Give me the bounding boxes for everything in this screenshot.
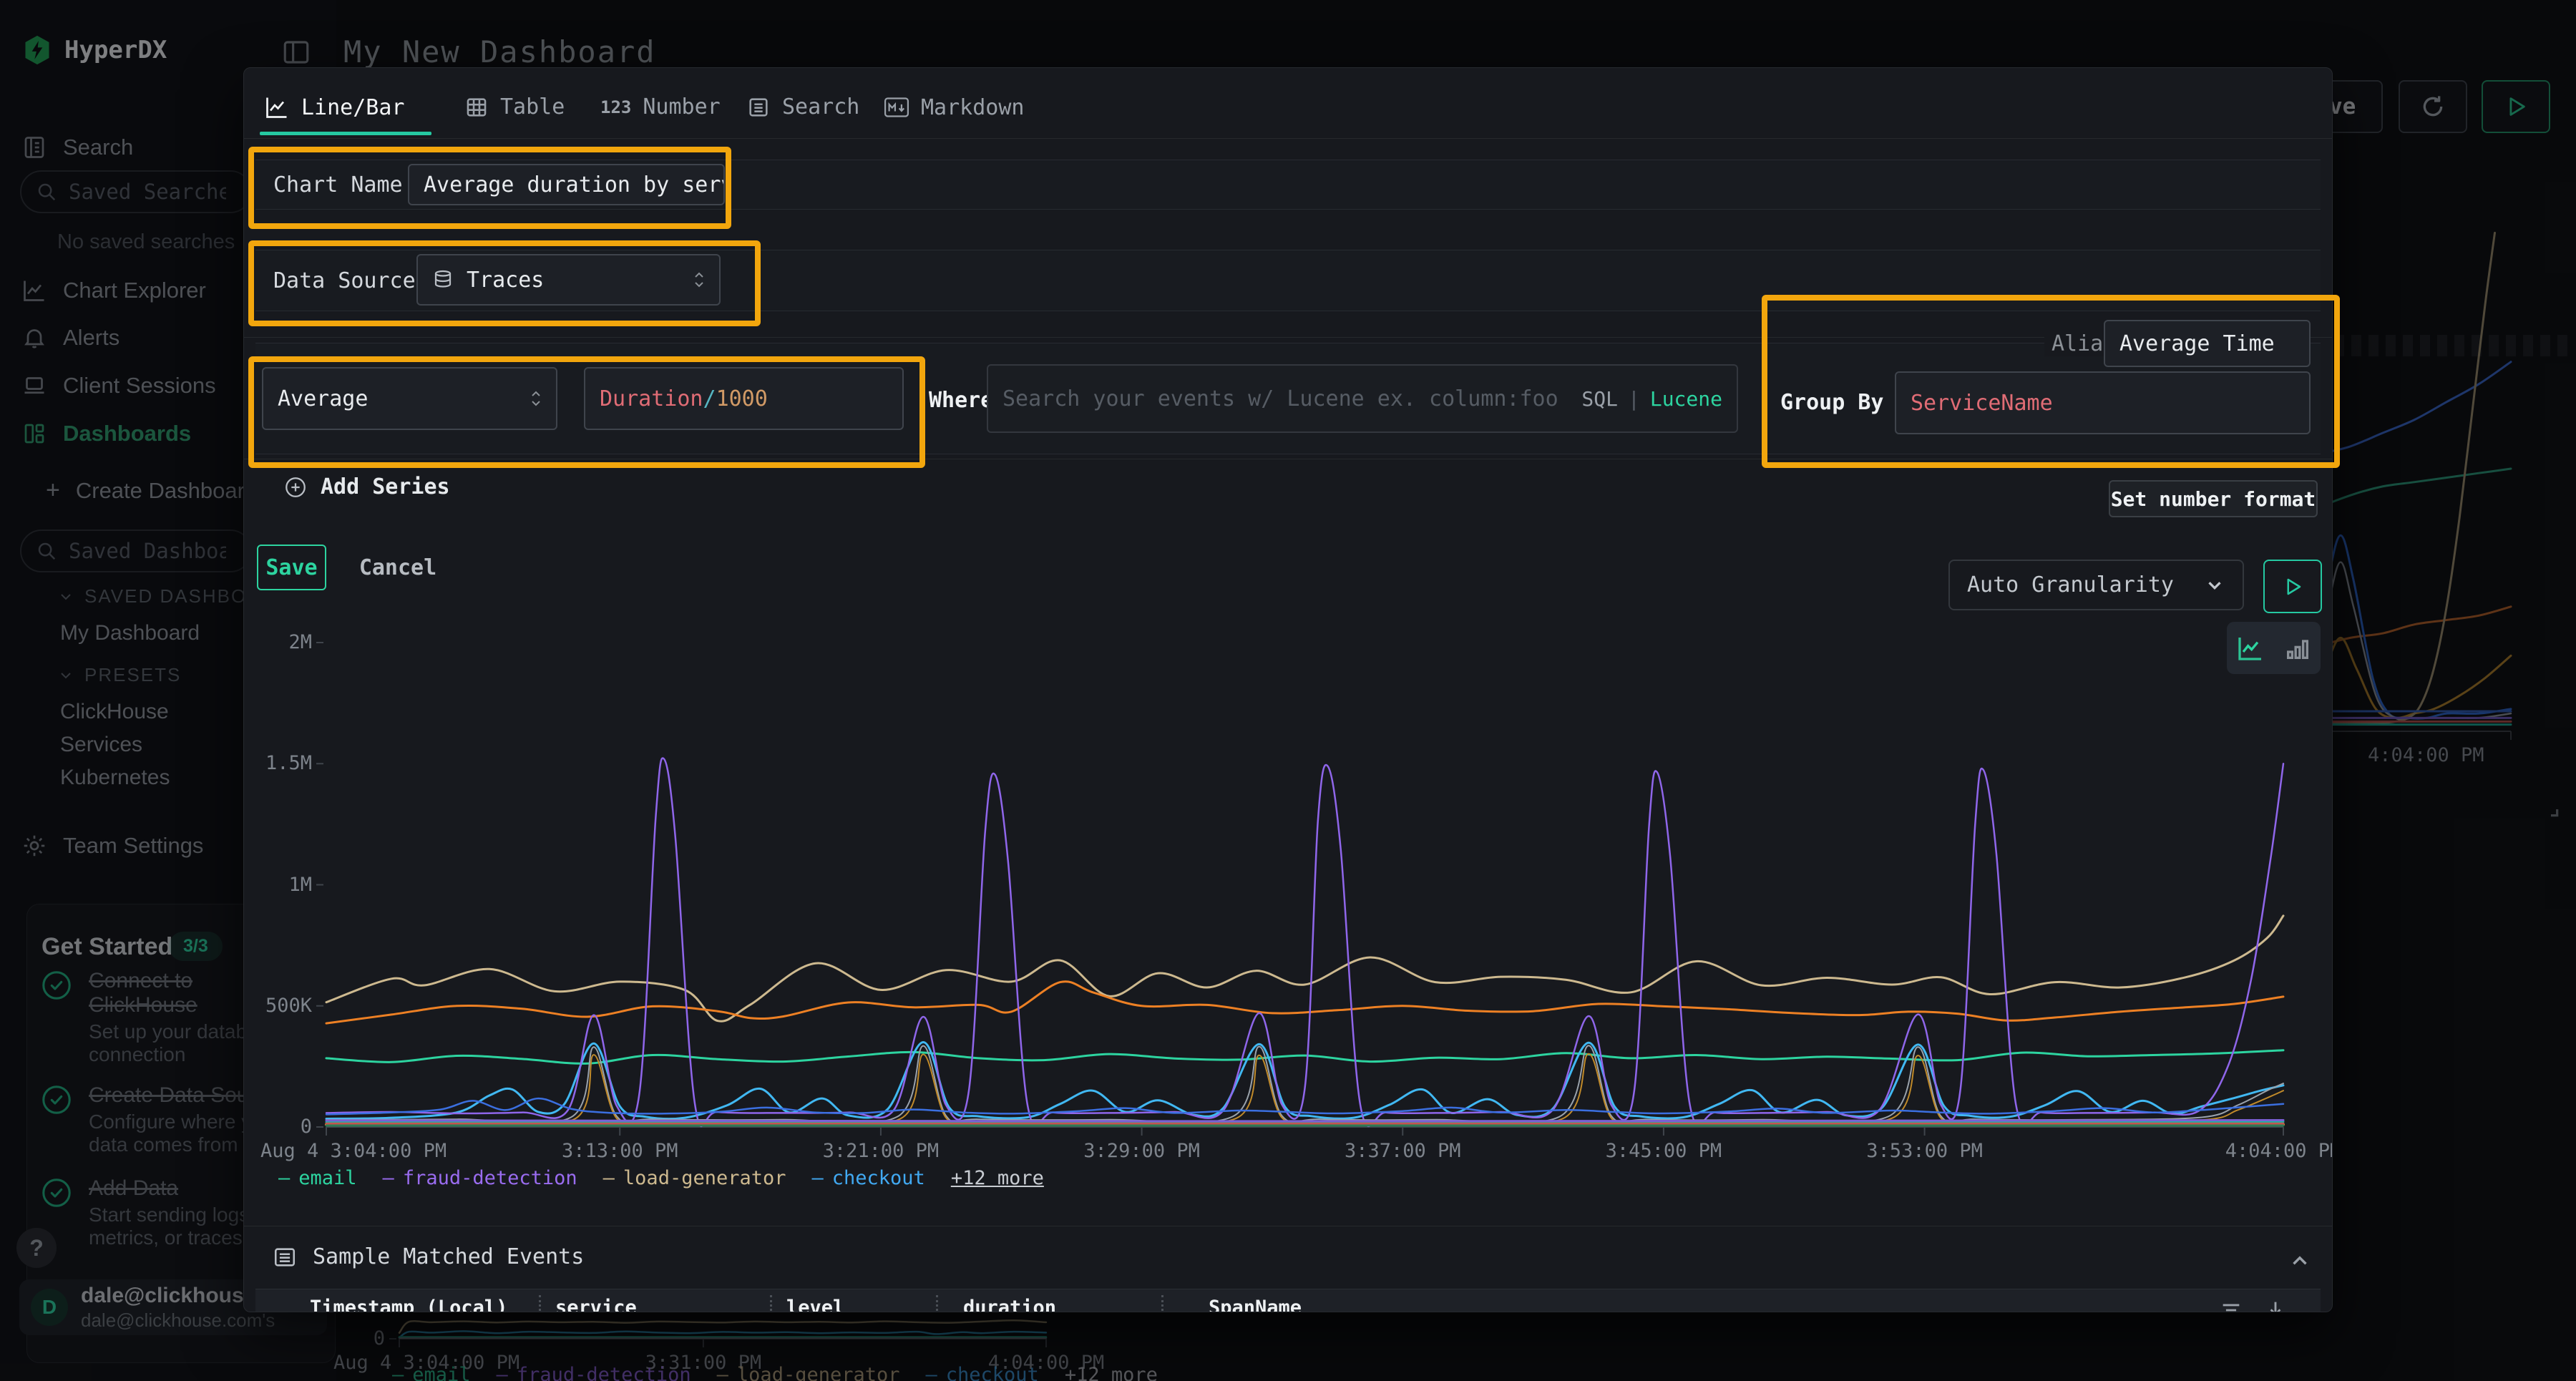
- legend-item-checkout[interactable]: —checkout: [812, 1167, 925, 1189]
- chart-legend[interactable]: —email —fraud-detection —load-generator —ch…: [278, 1167, 1044, 1189]
- main-chart: [244, 68, 2332, 1312]
- column-header-duration[interactable]: duration: [963, 1297, 1056, 1312]
- column-separator[interactable]: [936, 1295, 938, 1312]
- list-icon: [273, 1245, 297, 1269]
- events-table-header: Timestamp (Local) service level duration Spa…: [255, 1289, 2321, 1312]
- column-separator[interactable]: [1161, 1295, 1163, 1312]
- column-header-level[interactable]: level: [786, 1297, 844, 1312]
- column-header-timestamp-local-[interactable]: Timestamp (Local): [310, 1297, 507, 1312]
- alias-input[interactable]: Average Time: [2104, 320, 2311, 367]
- legend-item-email[interactable]: —email: [278, 1167, 357, 1189]
- column-separator[interactable]: [770, 1295, 772, 1312]
- legend-item-more[interactable]: +12 more: [951, 1167, 1044, 1189]
- sample-matched-events-header[interactable]: Sample Matched Events: [273, 1244, 584, 1269]
- collapse-section-button[interactable]: [2288, 1249, 2312, 1273]
- hyperdx-app: HyperDX Search No saved searches Chart E…: [0, 0, 2576, 1381]
- legend-item-fraud-detection[interactable]: —fraud-detection: [383, 1167, 577, 1189]
- sample-matched-events-title: Sample Matched Events: [313, 1244, 584, 1269]
- alias-value: Average Time: [2119, 331, 2275, 356]
- filter-icon[interactable]: [2219, 1298, 2243, 1312]
- column-header-service[interactable]: service: [555, 1297, 637, 1312]
- column-header-spanname[interactable]: SpanName: [1209, 1297, 1302, 1312]
- column-separator[interactable]: [539, 1295, 541, 1312]
- download-icon[interactable]: [2263, 1298, 2288, 1312]
- chart-editor-modal: Line/BarTable123NumberSearchMarkdown Cha…: [243, 67, 2333, 1312]
- legend-item-load-generator[interactable]: —load-generator: [603, 1167, 786, 1189]
